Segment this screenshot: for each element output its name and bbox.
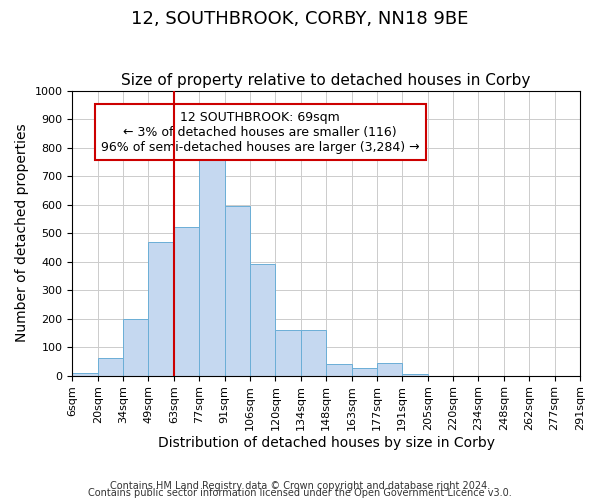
- Y-axis label: Number of detached properties: Number of detached properties: [15, 124, 29, 342]
- Bar: [199, 160, 224, 376]
- Text: 12 SOUTHBROOK: 69sqm
← 3% of detached houses are smaller (116)
96% of semi-detac: 12 SOUTHBROOK: 69sqm ← 3% of detached ho…: [101, 110, 419, 154]
- Bar: [224, 206, 250, 376]
- Bar: [250, 264, 275, 376]
- Bar: [352, 368, 377, 376]
- Bar: [301, 330, 326, 376]
- Bar: [326, 364, 352, 376]
- Text: Contains HM Land Registry data © Crown copyright and database right 2024.: Contains HM Land Registry data © Crown c…: [110, 481, 490, 491]
- Bar: [98, 358, 123, 376]
- Bar: [174, 228, 199, 376]
- Bar: [72, 372, 98, 376]
- Bar: [275, 330, 301, 376]
- Bar: [123, 318, 148, 376]
- Text: 12, SOUTHBROOK, CORBY, NN18 9BE: 12, SOUTHBROOK, CORBY, NN18 9BE: [131, 10, 469, 28]
- Bar: [377, 363, 402, 376]
- Title: Size of property relative to detached houses in Corby: Size of property relative to detached ho…: [121, 73, 531, 88]
- Bar: [148, 242, 174, 376]
- Bar: [402, 374, 428, 376]
- X-axis label: Distribution of detached houses by size in Corby: Distribution of detached houses by size …: [158, 436, 494, 450]
- Text: Contains public sector information licensed under the Open Government Licence v3: Contains public sector information licen…: [88, 488, 512, 498]
